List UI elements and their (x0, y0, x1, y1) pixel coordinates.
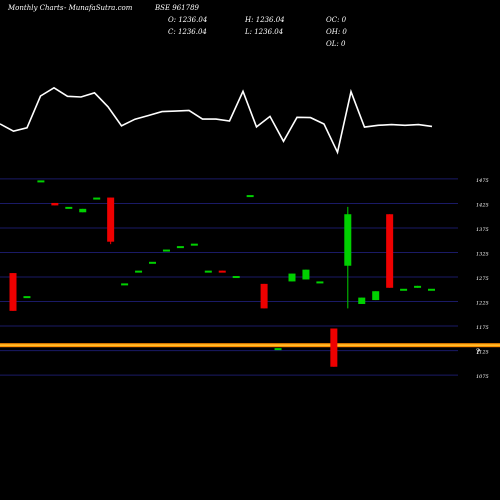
candle-body (176, 246, 184, 249)
candle (107, 197, 115, 245)
candle-body (428, 288, 435, 291)
y-tick-label: 1375 (476, 227, 489, 233)
ohlc-close: C: 1236.04 (168, 28, 207, 36)
candle (65, 206, 73, 209)
candle-body (162, 249, 170, 252)
candle-body (274, 348, 282, 351)
grid-lines (0, 178, 458, 376)
candles (9, 180, 435, 367)
candle-body (51, 202, 59, 206)
candle-body (344, 214, 352, 266)
horizontal-level-line (0, 343, 500, 348)
candle (176, 246, 184, 249)
y-tick-label: 1175 (476, 325, 489, 331)
candle (218, 270, 226, 273)
candle-body (204, 270, 212, 273)
candle-body (386, 214, 394, 288)
candle (288, 273, 296, 282)
candle-body (400, 288, 408, 291)
candle (149, 261, 156, 264)
candle (274, 348, 282, 351)
candle (386, 214, 394, 288)
candle-body (23, 296, 31, 299)
candle (246, 195, 254, 198)
y-tick-label: 1425 (476, 202, 489, 208)
candle-body (302, 269, 310, 280)
candle (9, 273, 17, 311)
y-tick-label: 1275 (476, 276, 489, 282)
ohlc-ol: OL: 0 (326, 40, 346, 48)
candle-body (316, 281, 324, 284)
candle-body (358, 297, 366, 304)
candle (344, 206, 352, 309)
candle-body (330, 328, 338, 367)
candle-body (414, 285, 422, 288)
y-axis-labels: 1075 1125 1175 1225 1275 1325 1375 1425 1475? (476, 178, 489, 380)
candle-body (372, 291, 380, 301)
ohlc-high: H: 1236.04 (245, 16, 285, 24)
ohlc-low: L: 1236.04 (245, 28, 284, 36)
candle (79, 208, 87, 213)
candle (372, 291, 380, 301)
candle-body (149, 261, 156, 264)
candle-body (9, 273, 17, 311)
candle (414, 285, 422, 288)
chart-type-label: Monthly Charts (8, 4, 64, 12)
candle-body (93, 197, 101, 200)
y-tick-label: 1475 (476, 178, 489, 184)
candle (330, 328, 338, 367)
candle-body (65, 206, 73, 209)
candle (316, 281, 324, 284)
y-tick-label: 1325 (476, 251, 489, 257)
indicator-panel (0, 86, 433, 155)
candle-body (218, 270, 226, 273)
candle-body (121, 283, 129, 286)
candle (190, 243, 198, 246)
candle (51, 202, 59, 206)
y-tick-label: 1075 (476, 374, 489, 380)
candle-body (260, 283, 268, 309)
candle (358, 297, 366, 304)
candle (302, 269, 310, 280)
candle-body (37, 180, 45, 183)
ohlc-oc: OC: 0 (326, 16, 347, 24)
price-marker-label: ? (476, 347, 480, 356)
ohlc-open: O: 1236.04 (168, 16, 208, 24)
candle (232, 276, 240, 279)
y-tick-label: 1225 (476, 301, 489, 307)
candle-body (79, 208, 87, 213)
candle (37, 180, 45, 183)
candle-body (107, 197, 115, 242)
candle (428, 288, 435, 291)
y-tick-label: 1125 (476, 350, 489, 356)
candle (93, 197, 101, 200)
candle (260, 283, 268, 309)
candle-body (135, 270, 143, 273)
candle-body (246, 195, 254, 198)
candle-body (232, 276, 240, 279)
candle (400, 288, 408, 291)
candle (204, 270, 212, 273)
candle (121, 283, 129, 286)
symbol-label: BSE 961789 (155, 4, 199, 12)
candle (162, 249, 170, 252)
site-label: - MunafaSutra.com (64, 4, 133, 12)
candle (135, 270, 143, 273)
candle-body (190, 243, 198, 246)
indicator-line (0, 86, 433, 155)
candle (23, 296, 31, 299)
ohlc-oh: OH: 0 (326, 28, 347, 36)
candle-body (288, 273, 296, 282)
